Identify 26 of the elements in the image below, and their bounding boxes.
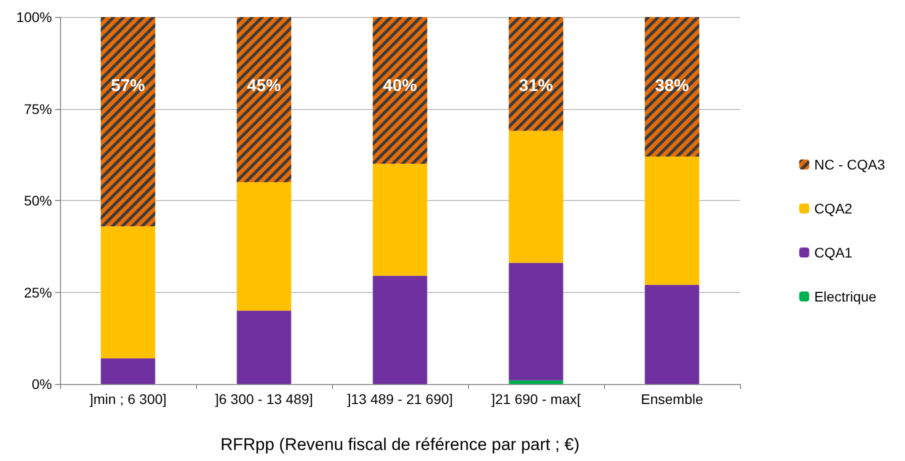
bar xyxy=(236,310,292,384)
x-tick-label: ]21 690 - max[ xyxy=(491,391,581,407)
bar xyxy=(644,284,700,384)
bar xyxy=(100,358,156,384)
bar xyxy=(508,130,564,263)
bar xyxy=(236,182,292,311)
x-tick-label: Ensemble xyxy=(640,391,704,407)
y-tick-label: 75% xyxy=(24,100,52,117)
y-tick-label: 0% xyxy=(32,376,52,392)
bar xyxy=(644,156,700,285)
legend-label: NC - CQA3 xyxy=(814,156,886,172)
x-tick-label: ]min ; 6 300] xyxy=(89,391,167,407)
bar xyxy=(508,262,564,380)
legend-label: CQA1 xyxy=(814,244,853,260)
y-tick-label: 50% xyxy=(24,192,52,208)
x-axis-title: RFRpp (Revenu fiscal de référence par part ; €) xyxy=(220,435,580,454)
x-tick-label: ]13 489 - 21 690] xyxy=(347,391,453,407)
bar xyxy=(508,380,564,384)
legend-label: Electrique xyxy=(814,288,877,304)
legend-label: CQA2 xyxy=(814,200,853,216)
bar xyxy=(372,276,428,384)
x-tick-label: ]6 300 - 13 489] xyxy=(214,391,314,407)
y-tick-label: 100% xyxy=(16,9,52,25)
y-tick-label: 25% xyxy=(24,284,52,300)
bar xyxy=(100,226,156,358)
bar xyxy=(372,164,428,276)
